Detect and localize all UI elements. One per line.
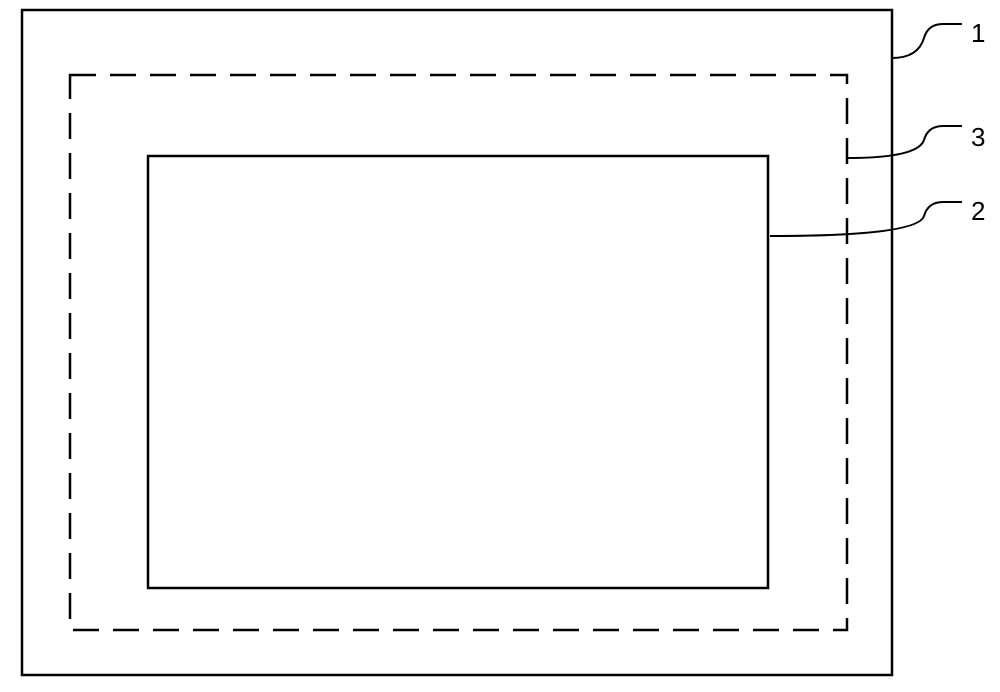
outer-rectangle: [22, 10, 892, 675]
diagram-canvas: 1 3 2: [0, 0, 1000, 692]
label-2: 2: [971, 196, 985, 226]
label-3: 3: [971, 122, 985, 152]
inner-rectangle: [148, 156, 768, 588]
leader-line-3: [848, 126, 962, 158]
leader-line-2: [770, 202, 962, 236]
leader-line-1: [892, 24, 962, 58]
dashed-rectangle: [70, 75, 847, 630]
label-1: 1: [971, 18, 985, 48]
